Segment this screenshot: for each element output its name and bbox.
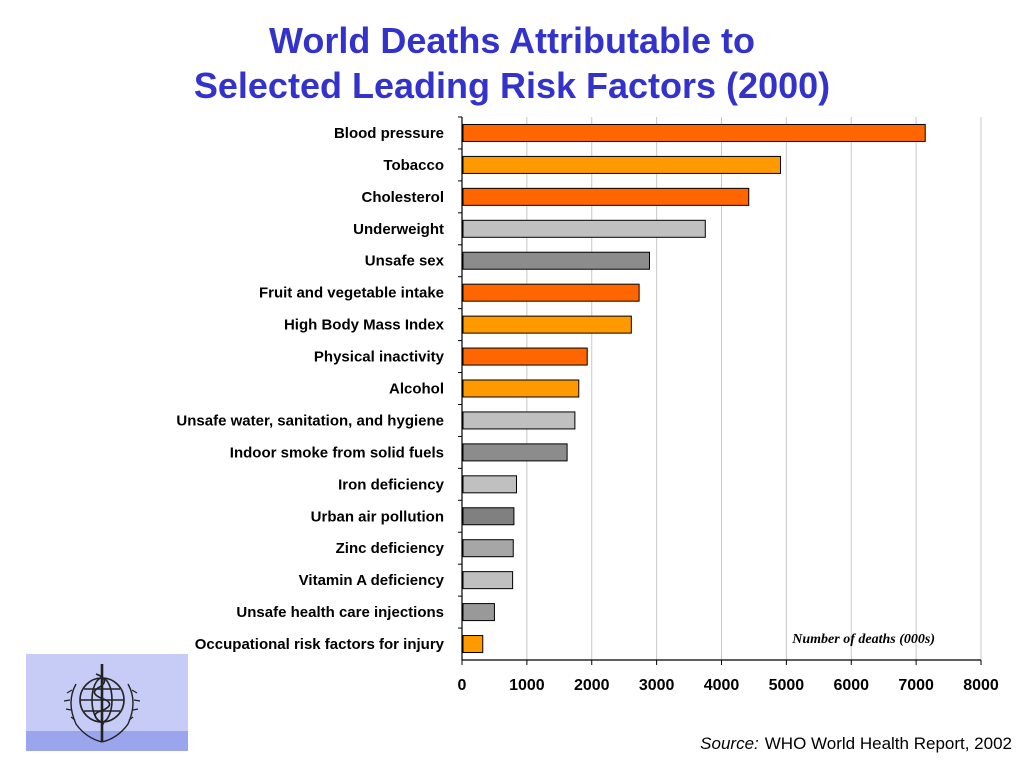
x-tick-label: 6000	[833, 677, 869, 694]
category-label: Unsafe sex	[365, 253, 445, 270]
category-labels: Blood pressure Tobacco Cholesterol Underwei…	[176, 125, 444, 653]
bar	[462, 635, 484, 654]
x-axis-label: Number of deaths (000s)	[792, 632, 935, 647]
category-label: Urban air pollution	[311, 508, 444, 525]
category-label: Cholesterol	[361, 189, 444, 206]
bar	[462, 315, 632, 334]
bar	[462, 411, 576, 430]
bar	[462, 475, 517, 494]
bar	[462, 443, 568, 462]
bar	[462, 507, 515, 526]
category-label: Unsafe health care injections	[236, 604, 444, 621]
bar-chart: Blood pressure Tobacco Cholesterol Underwei…	[176, 116, 999, 694]
category-label: Physical inactivity	[314, 349, 445, 366]
bar	[462, 123, 926, 142]
category-label: Tobacco	[383, 157, 444, 174]
category-label: Occupational risk factors for injury	[195, 636, 445, 653]
chart-title-line-2: Selected Leading Risk Factors (2000)	[193, 65, 831, 106]
bar	[462, 347, 588, 366]
bars	[462, 123, 926, 654]
category-label: Underweight	[353, 221, 444, 238]
source-label: Source:	[700, 734, 759, 753]
x-tick-label: 0	[458, 677, 467, 694]
bar	[462, 155, 782, 174]
category-label: High Body Mass Index	[284, 317, 445, 334]
bar	[462, 379, 580, 398]
bar	[462, 251, 650, 270]
x-tick-label: 3000	[639, 677, 675, 694]
who-emblem-icon	[63, 664, 141, 743]
category-label: Unsafe water, sanitation, and hygiene	[176, 412, 444, 429]
category-label: Indoor smoke from solid fuels	[230, 444, 444, 461]
bar	[462, 187, 750, 206]
bar	[462, 283, 640, 302]
category-label: Alcohol	[389, 381, 444, 398]
chart-title-line-1: World Deaths Attributable to	[269, 20, 755, 61]
category-label: Vitamin A deficiency	[299, 572, 445, 589]
x-tick-label: 2000	[574, 677, 610, 694]
x-tick-label: 5000	[769, 677, 805, 694]
bar	[462, 219, 706, 238]
source-text: WHO World Health Report, 2002	[764, 734, 1012, 753]
x-tick-labels: 0 1000 2000 3000 4000 5000 6000 7000 8000	[458, 677, 999, 694]
category-label: Iron deficiency	[338, 476, 445, 493]
bar	[462, 603, 495, 622]
category-label: Zinc deficiency	[336, 540, 445, 557]
bar	[462, 571, 514, 590]
who-logo	[26, 654, 188, 751]
x-tick-label: 1000	[509, 677, 545, 694]
x-tick-label: 7000	[898, 677, 934, 694]
bar	[462, 539, 514, 558]
x-tick-label: 8000	[963, 677, 999, 694]
gridlines	[526, 117, 982, 660]
category-label: Fruit and vegetable intake	[259, 285, 444, 302]
source-note: Source: WHO World Health Report, 2002	[700, 734, 1012, 754]
chart-title: World Deaths Attributable to Selected Le…	[0, 18, 1024, 108]
x-tick-label: 4000	[704, 677, 740, 694]
category-label: Blood pressure	[334, 125, 444, 142]
axes	[458, 116, 982, 665]
